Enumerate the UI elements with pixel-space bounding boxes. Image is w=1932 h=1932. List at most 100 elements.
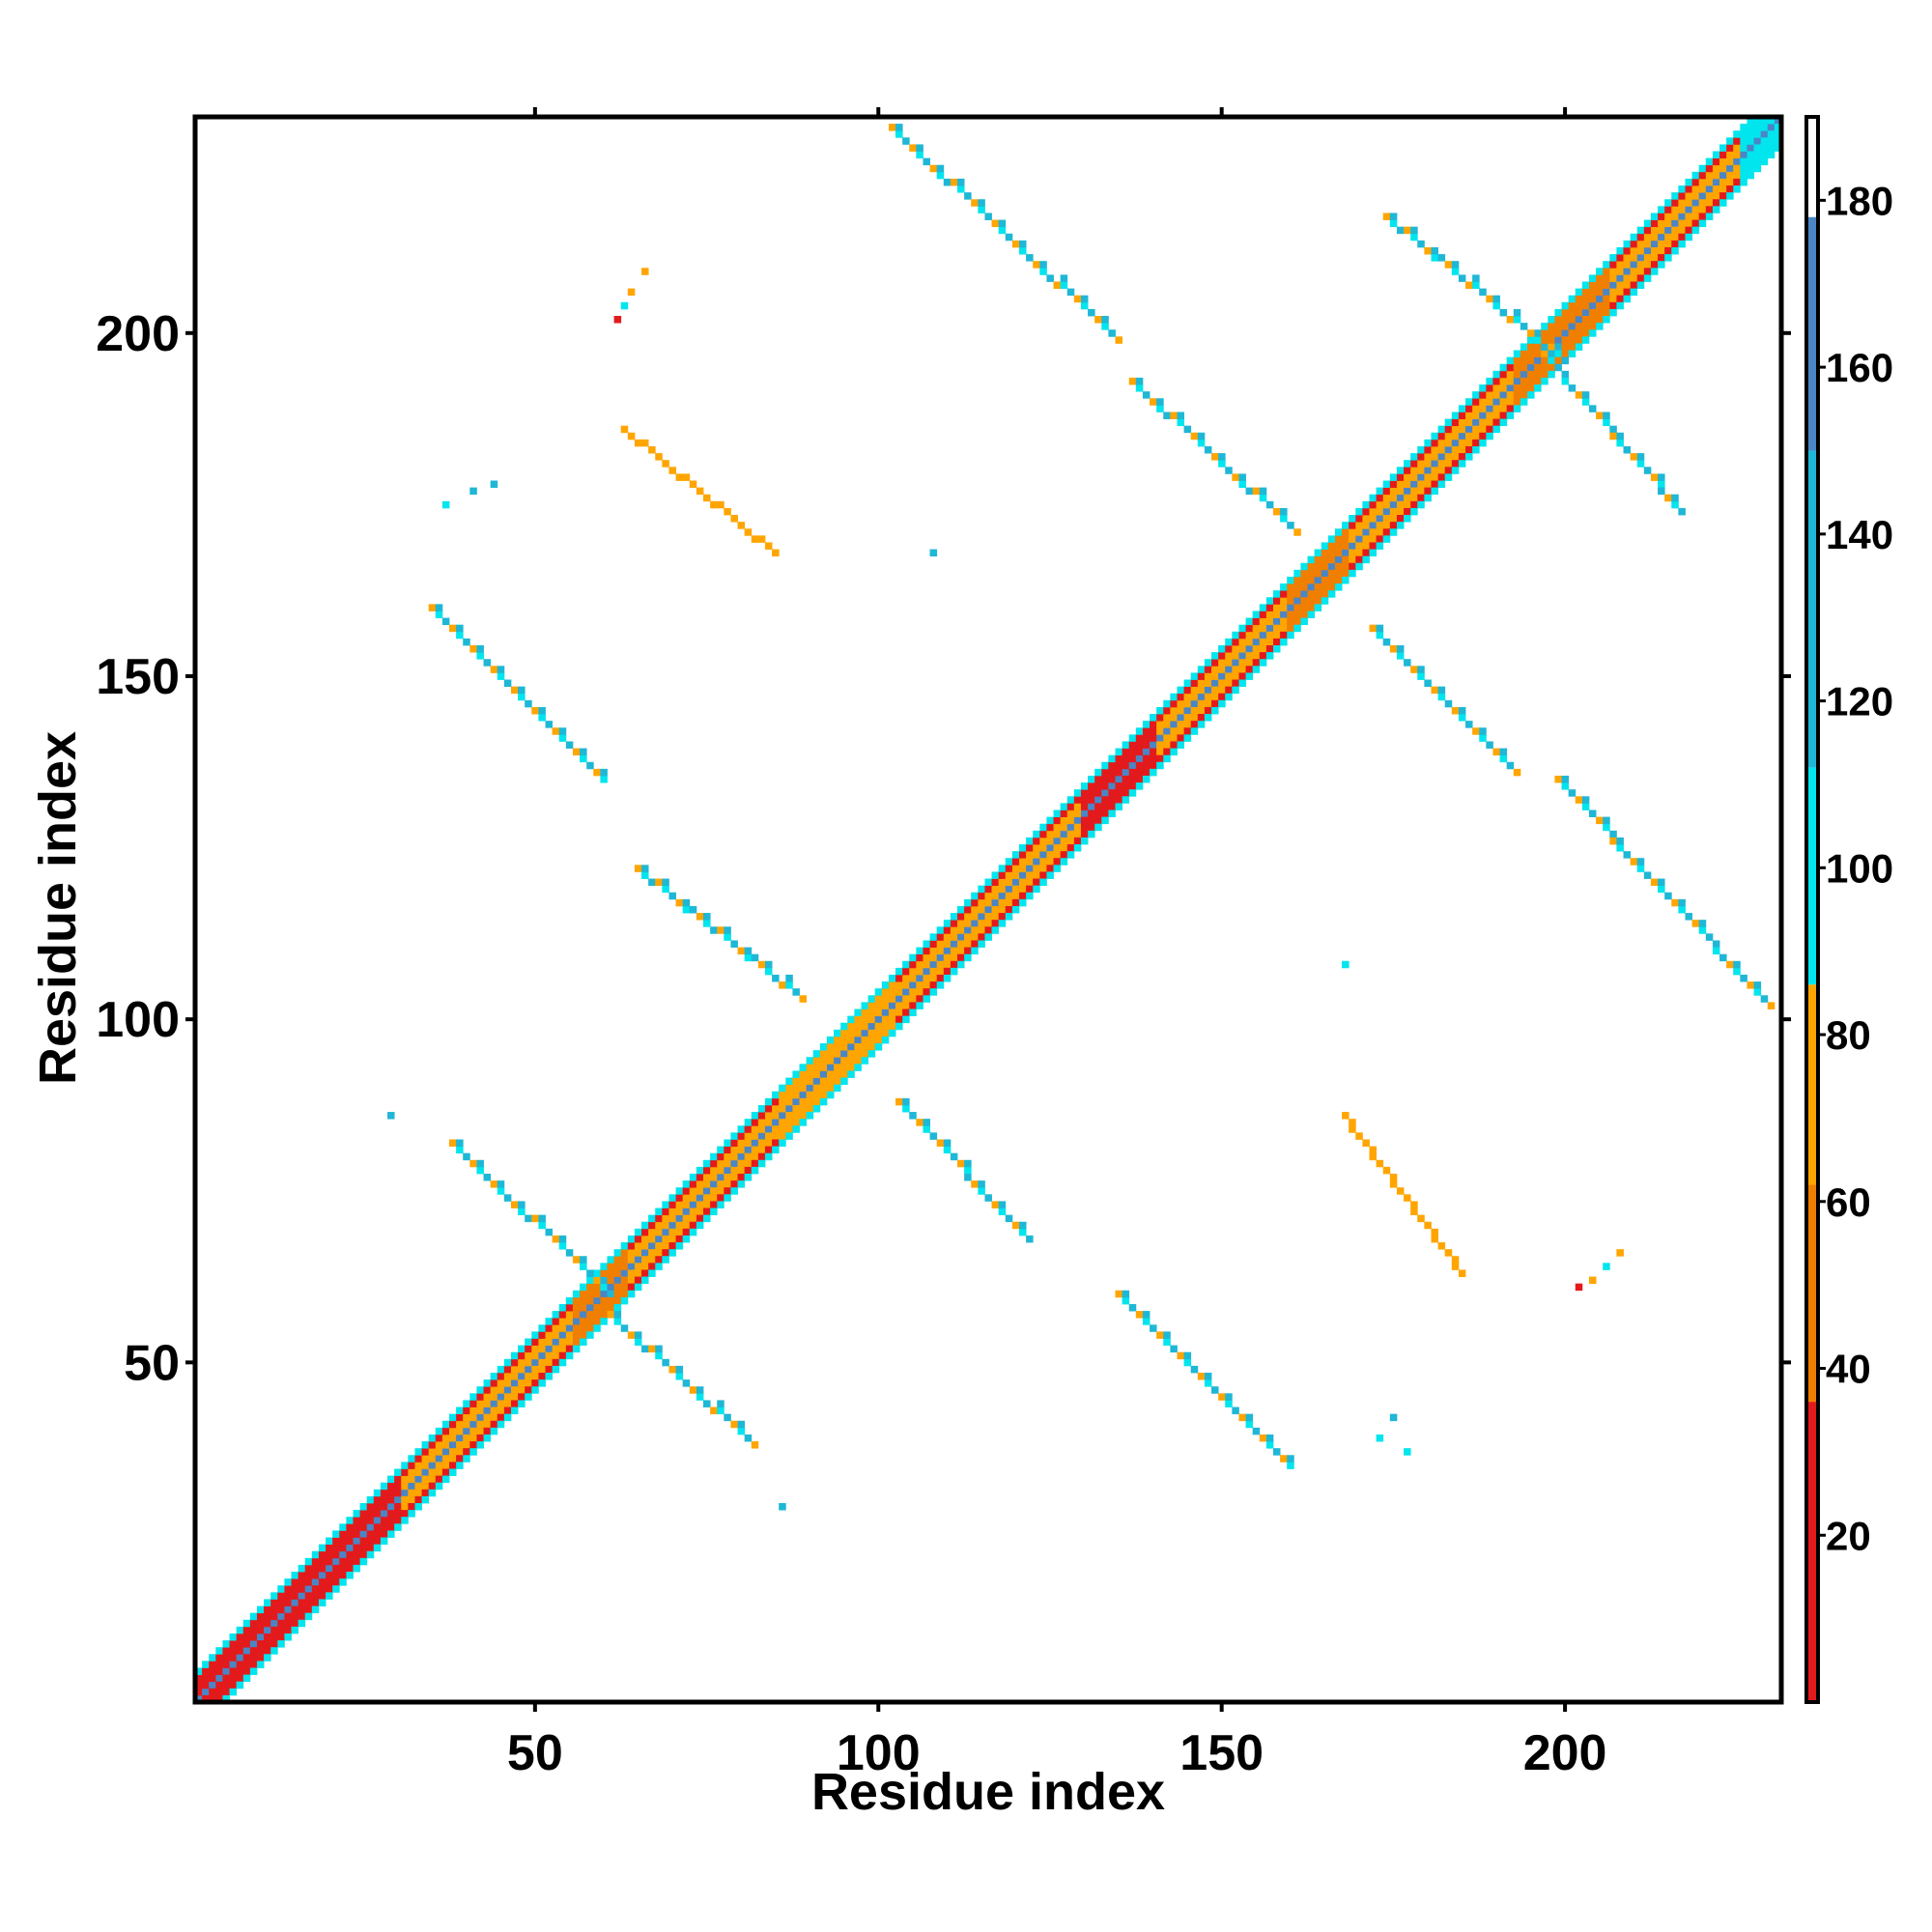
contact-cell bbox=[202, 1674, 210, 1683]
contact-cell bbox=[366, 1550, 375, 1559]
contact-cell bbox=[779, 981, 786, 989]
contact-cell bbox=[1327, 549, 1336, 557]
contact-cell bbox=[1150, 1324, 1157, 1332]
contact-cell bbox=[1204, 693, 1212, 701]
contact-cell bbox=[1616, 301, 1624, 310]
contact-cell bbox=[703, 494, 711, 502]
contact-cell bbox=[1382, 500, 1391, 509]
contact-cell bbox=[634, 865, 642, 872]
contact-cell bbox=[1554, 350, 1562, 358]
contact-cell bbox=[1245, 624, 1254, 633]
contact-cell bbox=[1603, 308, 1610, 317]
contact-cell bbox=[779, 1091, 786, 1099]
contact-cell bbox=[565, 1345, 574, 1353]
contact-cell bbox=[991, 905, 1000, 914]
contact-cell bbox=[854, 1022, 862, 1031]
contact-cell bbox=[236, 1633, 244, 1641]
contact-cell bbox=[483, 1406, 492, 1415]
contact-cell bbox=[1486, 391, 1493, 399]
contact-cell bbox=[1581, 323, 1590, 330]
contact-cell bbox=[1486, 405, 1493, 412]
contact-cell bbox=[655, 1345, 663, 1353]
contact-cell bbox=[1513, 363, 1521, 372]
contact-cell bbox=[1616, 295, 1624, 303]
contact-cell bbox=[552, 727, 560, 735]
contact-cell bbox=[1362, 515, 1370, 523]
contact-cell bbox=[1094, 782, 1102, 790]
contact-cell bbox=[1588, 316, 1597, 324]
contact-cell bbox=[586, 1318, 594, 1325]
contact-cell bbox=[634, 1269, 642, 1277]
contact-cell bbox=[215, 1661, 223, 1668]
contact-cell bbox=[518, 1345, 526, 1353]
contact-cell bbox=[1369, 500, 1378, 509]
contact-cell bbox=[1060, 830, 1068, 838]
contact-cell bbox=[538, 1351, 546, 1360]
contact-cell bbox=[751, 535, 759, 543]
contact-cell bbox=[1369, 522, 1378, 529]
contact-cell bbox=[1080, 782, 1089, 790]
contact-cell bbox=[874, 1022, 883, 1031]
contact-cell bbox=[806, 1091, 814, 1099]
contact-cell bbox=[634, 1249, 642, 1257]
contact-cell bbox=[682, 473, 691, 481]
contact-cell bbox=[408, 1495, 415, 1504]
contact-cell bbox=[1424, 1221, 1432, 1230]
contact-cell bbox=[1472, 391, 1480, 399]
contact-cell bbox=[744, 953, 753, 962]
contact-cell bbox=[1541, 350, 1548, 358]
contact-cell bbox=[1190, 672, 1199, 680]
contact-cell bbox=[1293, 624, 1301, 633]
contact-cell bbox=[751, 1146, 759, 1154]
contact-cell bbox=[620, 425, 629, 434]
contact-cell bbox=[1211, 706, 1219, 715]
contact-cell bbox=[1527, 377, 1535, 385]
contact-cell bbox=[984, 213, 992, 220]
contact-cell bbox=[861, 1009, 869, 1017]
contact-cell bbox=[1218, 659, 1226, 667]
contact-cell bbox=[744, 1139, 753, 1147]
contact-cell bbox=[1272, 597, 1281, 605]
contact-cell bbox=[1334, 542, 1343, 550]
contact-cell bbox=[326, 1550, 333, 1559]
contact-cell bbox=[1026, 871, 1034, 879]
contact-cell bbox=[510, 686, 519, 695]
contact-cell bbox=[909, 1002, 917, 1009]
contact-cell bbox=[469, 1406, 477, 1415]
contact-cell bbox=[1073, 844, 1082, 852]
contact-cell bbox=[1156, 706, 1164, 715]
colorbar-tick-label: 140 bbox=[1826, 512, 1893, 557]
contact-cell bbox=[1630, 288, 1638, 297]
contact-cell bbox=[895, 967, 903, 976]
contact-cell bbox=[1630, 268, 1638, 275]
contact-cell bbox=[435, 1455, 443, 1463]
contact-cell bbox=[1486, 412, 1493, 419]
contact-cell bbox=[346, 1537, 354, 1546]
contact-cell bbox=[242, 1626, 251, 1634]
contact-cell bbox=[978, 898, 985, 907]
contact-cell bbox=[998, 913, 1007, 921]
contact-cell bbox=[957, 947, 965, 955]
contact-cell bbox=[641, 1221, 649, 1230]
contact-cell bbox=[1177, 418, 1184, 427]
contact-cell bbox=[724, 1413, 731, 1422]
contact-cell bbox=[490, 1420, 498, 1429]
contact-cell bbox=[950, 920, 958, 927]
contact-cell bbox=[1650, 878, 1659, 887]
contact-cell bbox=[1458, 432, 1466, 440]
contact-cell bbox=[1183, 706, 1192, 715]
contact-cell bbox=[744, 1119, 753, 1126]
contact-cell bbox=[696, 1208, 704, 1216]
contact-cell bbox=[394, 1510, 402, 1518]
contact-cell bbox=[428, 1434, 437, 1442]
contact-cell bbox=[1581, 316, 1590, 324]
contact-cell bbox=[1486, 418, 1493, 427]
contact-cell bbox=[1389, 1413, 1398, 1422]
contact-cell bbox=[895, 1022, 903, 1031]
contact-cell bbox=[1650, 268, 1659, 275]
contact-cell bbox=[1327, 535, 1336, 543]
contact-cell bbox=[298, 1578, 306, 1586]
contact-cell bbox=[1404, 500, 1411, 509]
contact-cell bbox=[1774, 124, 1782, 131]
contact-cell bbox=[1616, 844, 1624, 852]
